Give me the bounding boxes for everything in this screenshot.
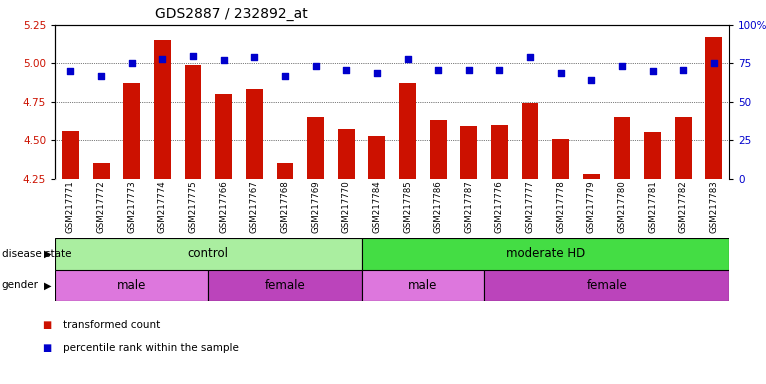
Bar	[154, 40, 171, 179]
Point	[585, 77, 597, 83]
Point	[218, 57, 230, 63]
Point	[432, 66, 444, 73]
Text: male: male	[408, 279, 437, 292]
Bar	[614, 117, 630, 179]
Text: female: female	[264, 279, 306, 292]
Text: ▶: ▶	[44, 249, 51, 259]
Text: GSM217780: GSM217780	[617, 180, 627, 233]
Bar	[552, 139, 569, 179]
Point	[95, 73, 107, 79]
Point	[371, 70, 383, 76]
Text: GSM217776: GSM217776	[495, 180, 504, 233]
Text: GSM217782: GSM217782	[679, 180, 688, 233]
Bar	[123, 83, 140, 179]
Text: moderate HD: moderate HD	[506, 247, 585, 260]
Point	[126, 60, 138, 66]
Bar	[705, 37, 722, 179]
Point	[156, 56, 169, 62]
Point	[340, 66, 352, 73]
Bar	[460, 126, 477, 179]
Point	[64, 68, 77, 74]
Text: GSM217771: GSM217771	[66, 180, 75, 233]
Bar	[208, 270, 362, 301]
Text: transformed count: transformed count	[63, 320, 160, 330]
Text: GSM217768: GSM217768	[280, 180, 290, 233]
Point	[493, 66, 506, 73]
Bar	[246, 89, 263, 179]
Text: ▶: ▶	[44, 280, 51, 290]
Bar	[362, 270, 484, 301]
Text: percentile rank within the sample: percentile rank within the sample	[63, 343, 239, 353]
Point	[279, 73, 291, 79]
Bar	[583, 174, 600, 179]
Bar	[185, 65, 201, 179]
Point	[555, 70, 567, 76]
Text: GSM217785: GSM217785	[403, 180, 412, 233]
Point	[463, 66, 475, 73]
Bar	[55, 270, 208, 301]
Point	[248, 54, 260, 60]
Text: GSM217772: GSM217772	[97, 180, 106, 233]
Bar	[484, 270, 729, 301]
Bar	[338, 129, 355, 179]
Point	[309, 63, 322, 70]
Bar	[215, 94, 232, 179]
Bar	[307, 117, 324, 179]
Text: GSM217787: GSM217787	[464, 180, 473, 233]
Point	[187, 53, 199, 59]
Text: GSM217774: GSM217774	[158, 180, 167, 233]
Text: GSM217775: GSM217775	[188, 180, 198, 233]
Bar	[522, 103, 538, 179]
Text: male: male	[117, 279, 146, 292]
Text: GSM217778: GSM217778	[556, 180, 565, 233]
Text: GSM217769: GSM217769	[311, 180, 320, 233]
Bar	[277, 163, 293, 179]
Text: GSM217784: GSM217784	[372, 180, 381, 233]
Text: GSM217779: GSM217779	[587, 180, 596, 233]
Bar	[675, 117, 692, 179]
Bar	[368, 136, 385, 179]
Point	[708, 60, 720, 66]
Bar	[93, 163, 110, 179]
Text: control: control	[188, 247, 229, 260]
Text: GSM217773: GSM217773	[127, 180, 136, 233]
Bar	[55, 238, 362, 270]
Bar	[362, 238, 729, 270]
Text: disease state: disease state	[2, 249, 71, 259]
Bar	[399, 83, 416, 179]
Text: GSM217786: GSM217786	[434, 180, 443, 233]
Bar	[644, 132, 661, 179]
Bar	[62, 131, 79, 179]
Text: GSM217770: GSM217770	[342, 180, 351, 233]
Point	[677, 66, 689, 73]
Text: female: female	[586, 279, 627, 292]
Text: ■: ■	[42, 343, 51, 353]
Point	[616, 63, 628, 70]
Text: gender: gender	[2, 280, 38, 290]
Point	[647, 68, 659, 74]
Text: GSM217783: GSM217783	[709, 180, 719, 233]
Bar	[430, 120, 447, 179]
Point	[401, 56, 414, 62]
Text: GSM217781: GSM217781	[648, 180, 657, 233]
Text: ■: ■	[42, 320, 51, 330]
Point	[524, 54, 536, 60]
Text: GSM217766: GSM217766	[219, 180, 228, 233]
Text: GSM217777: GSM217777	[525, 180, 535, 233]
Text: GSM217767: GSM217767	[250, 180, 259, 233]
Text: GDS2887 / 232892_at: GDS2887 / 232892_at	[155, 7, 307, 21]
Bar	[491, 125, 508, 179]
